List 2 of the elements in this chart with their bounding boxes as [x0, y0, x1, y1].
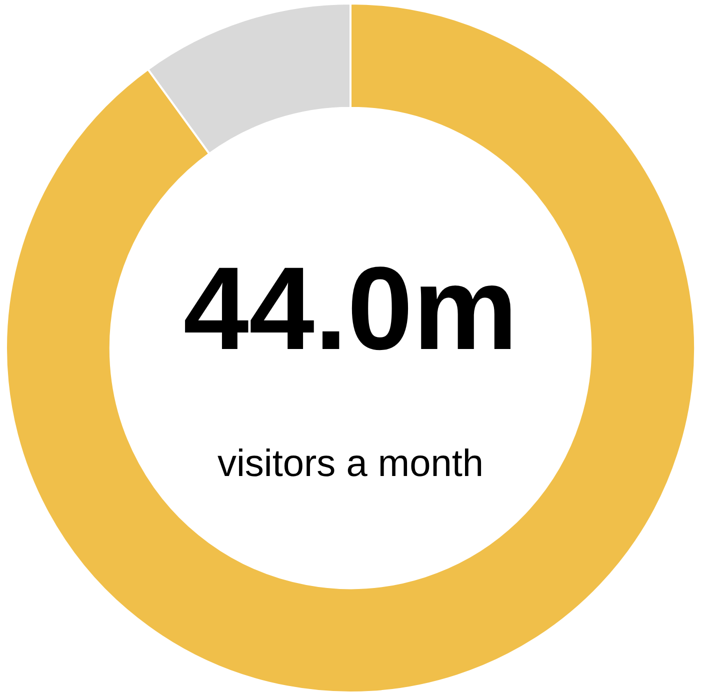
text: visitors a month: [217, 443, 484, 485]
text: 44.0m: [183, 243, 518, 375]
